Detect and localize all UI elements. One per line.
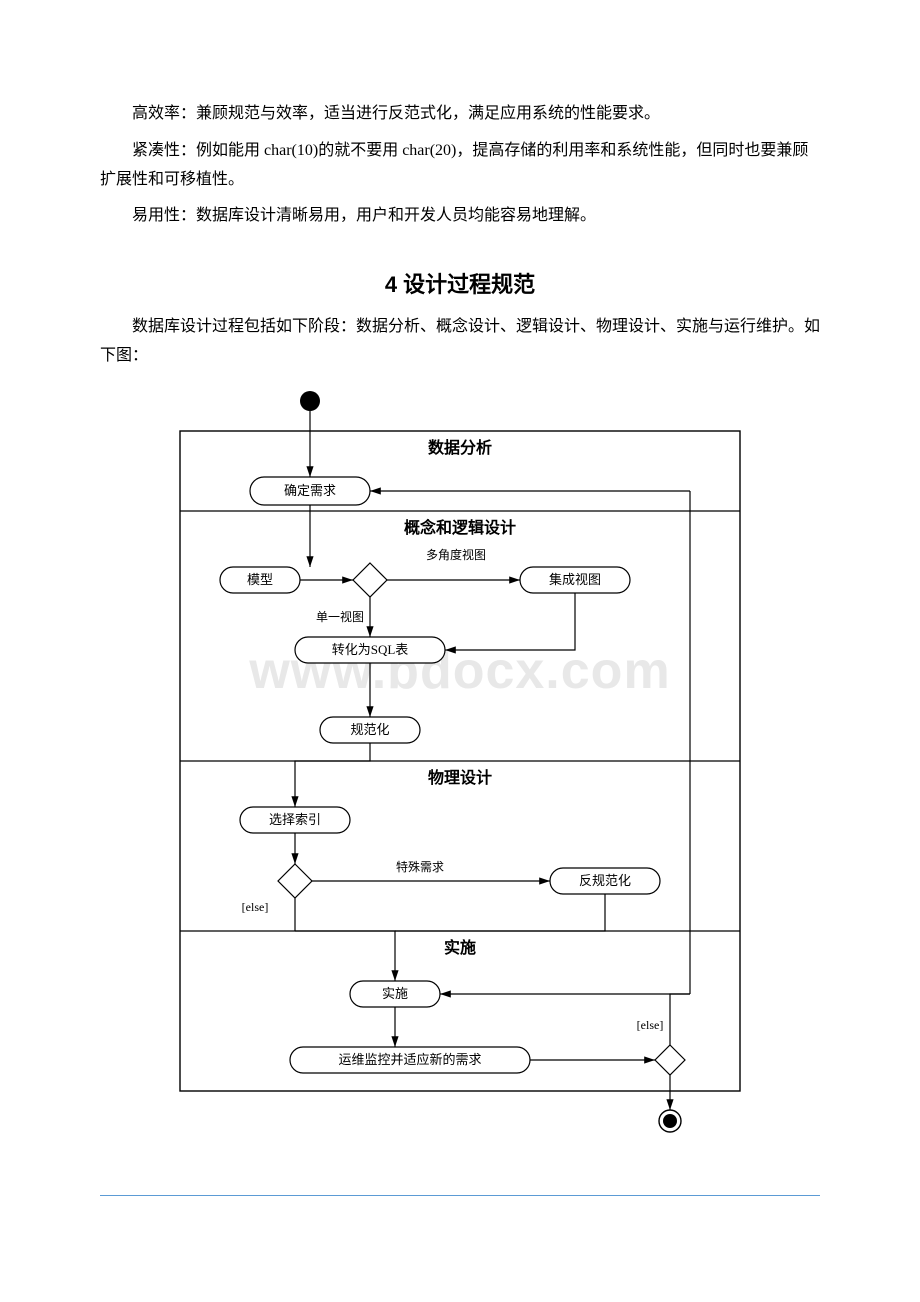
svg-text:实施: 实施 — [444, 938, 476, 957]
svg-text:运维监控并适应新的需求: 运维监控并适应新的需求 — [338, 1052, 481, 1067]
section-title: 4 设计过程规范 — [100, 267, 820, 299]
svg-text:集成视图: 集成视图 — [549, 572, 601, 587]
svg-text:特殊需求: 特殊需求 — [396, 859, 444, 874]
paragraph-efficiency: 高效率：兼顾规范与效率，适当进行反范式化，满足应用系统的性能要求。 — [100, 100, 820, 129]
svg-text:规范化: 规范化 — [350, 722, 389, 737]
flowchart-container: www.bdocx.com 数据分析概念和逻辑设计物理设计实施多角度视图单一视图… — [160, 381, 760, 1141]
paragraph-intro: 数据库设计过程包括如下阶段：数据分析、概念设计、逻辑设计、物理设计、实施与运行维… — [100, 313, 820, 371]
svg-text:数据分析: 数据分析 — [428, 438, 492, 457]
svg-text:反规范化: 反规范化 — [579, 873, 631, 888]
svg-text:概念和逻辑设计: 概念和逻辑设计 — [404, 518, 516, 537]
svg-text:物理设计: 物理设计 — [428, 768, 492, 787]
paragraph-usability: 易用性：数据库设计清晰易用，用户和开发人员均能容易地理解。 — [100, 202, 820, 231]
svg-text:[else]: [else] — [637, 1018, 664, 1032]
flowchart-svg: 数据分析概念和逻辑设计物理设计实施 多角度视图单一视图特殊需求 [else] [els… — [160, 381, 760, 1141]
svg-text:单一视图: 单一视图 — [316, 609, 364, 624]
svg-text:转化为SQL表: 转化为SQL表 — [332, 642, 409, 657]
svg-text:实施: 实施 — [382, 986, 408, 1001]
svg-text:多角度视图: 多角度视图 — [426, 547, 486, 562]
page-footer-rule — [100, 1195, 820, 1196]
svg-text:确定需求: 确定需求 — [284, 483, 336, 498]
svg-text:选择索引: 选择索引 — [269, 812, 321, 827]
svg-text:模型: 模型 — [247, 572, 273, 587]
svg-text:[else]: [else] — [242, 900, 269, 914]
paragraph-compactness: 紧凑性：例如能用 char(10)的就不要用 char(20)，提高存储的利用率… — [100, 137, 820, 195]
